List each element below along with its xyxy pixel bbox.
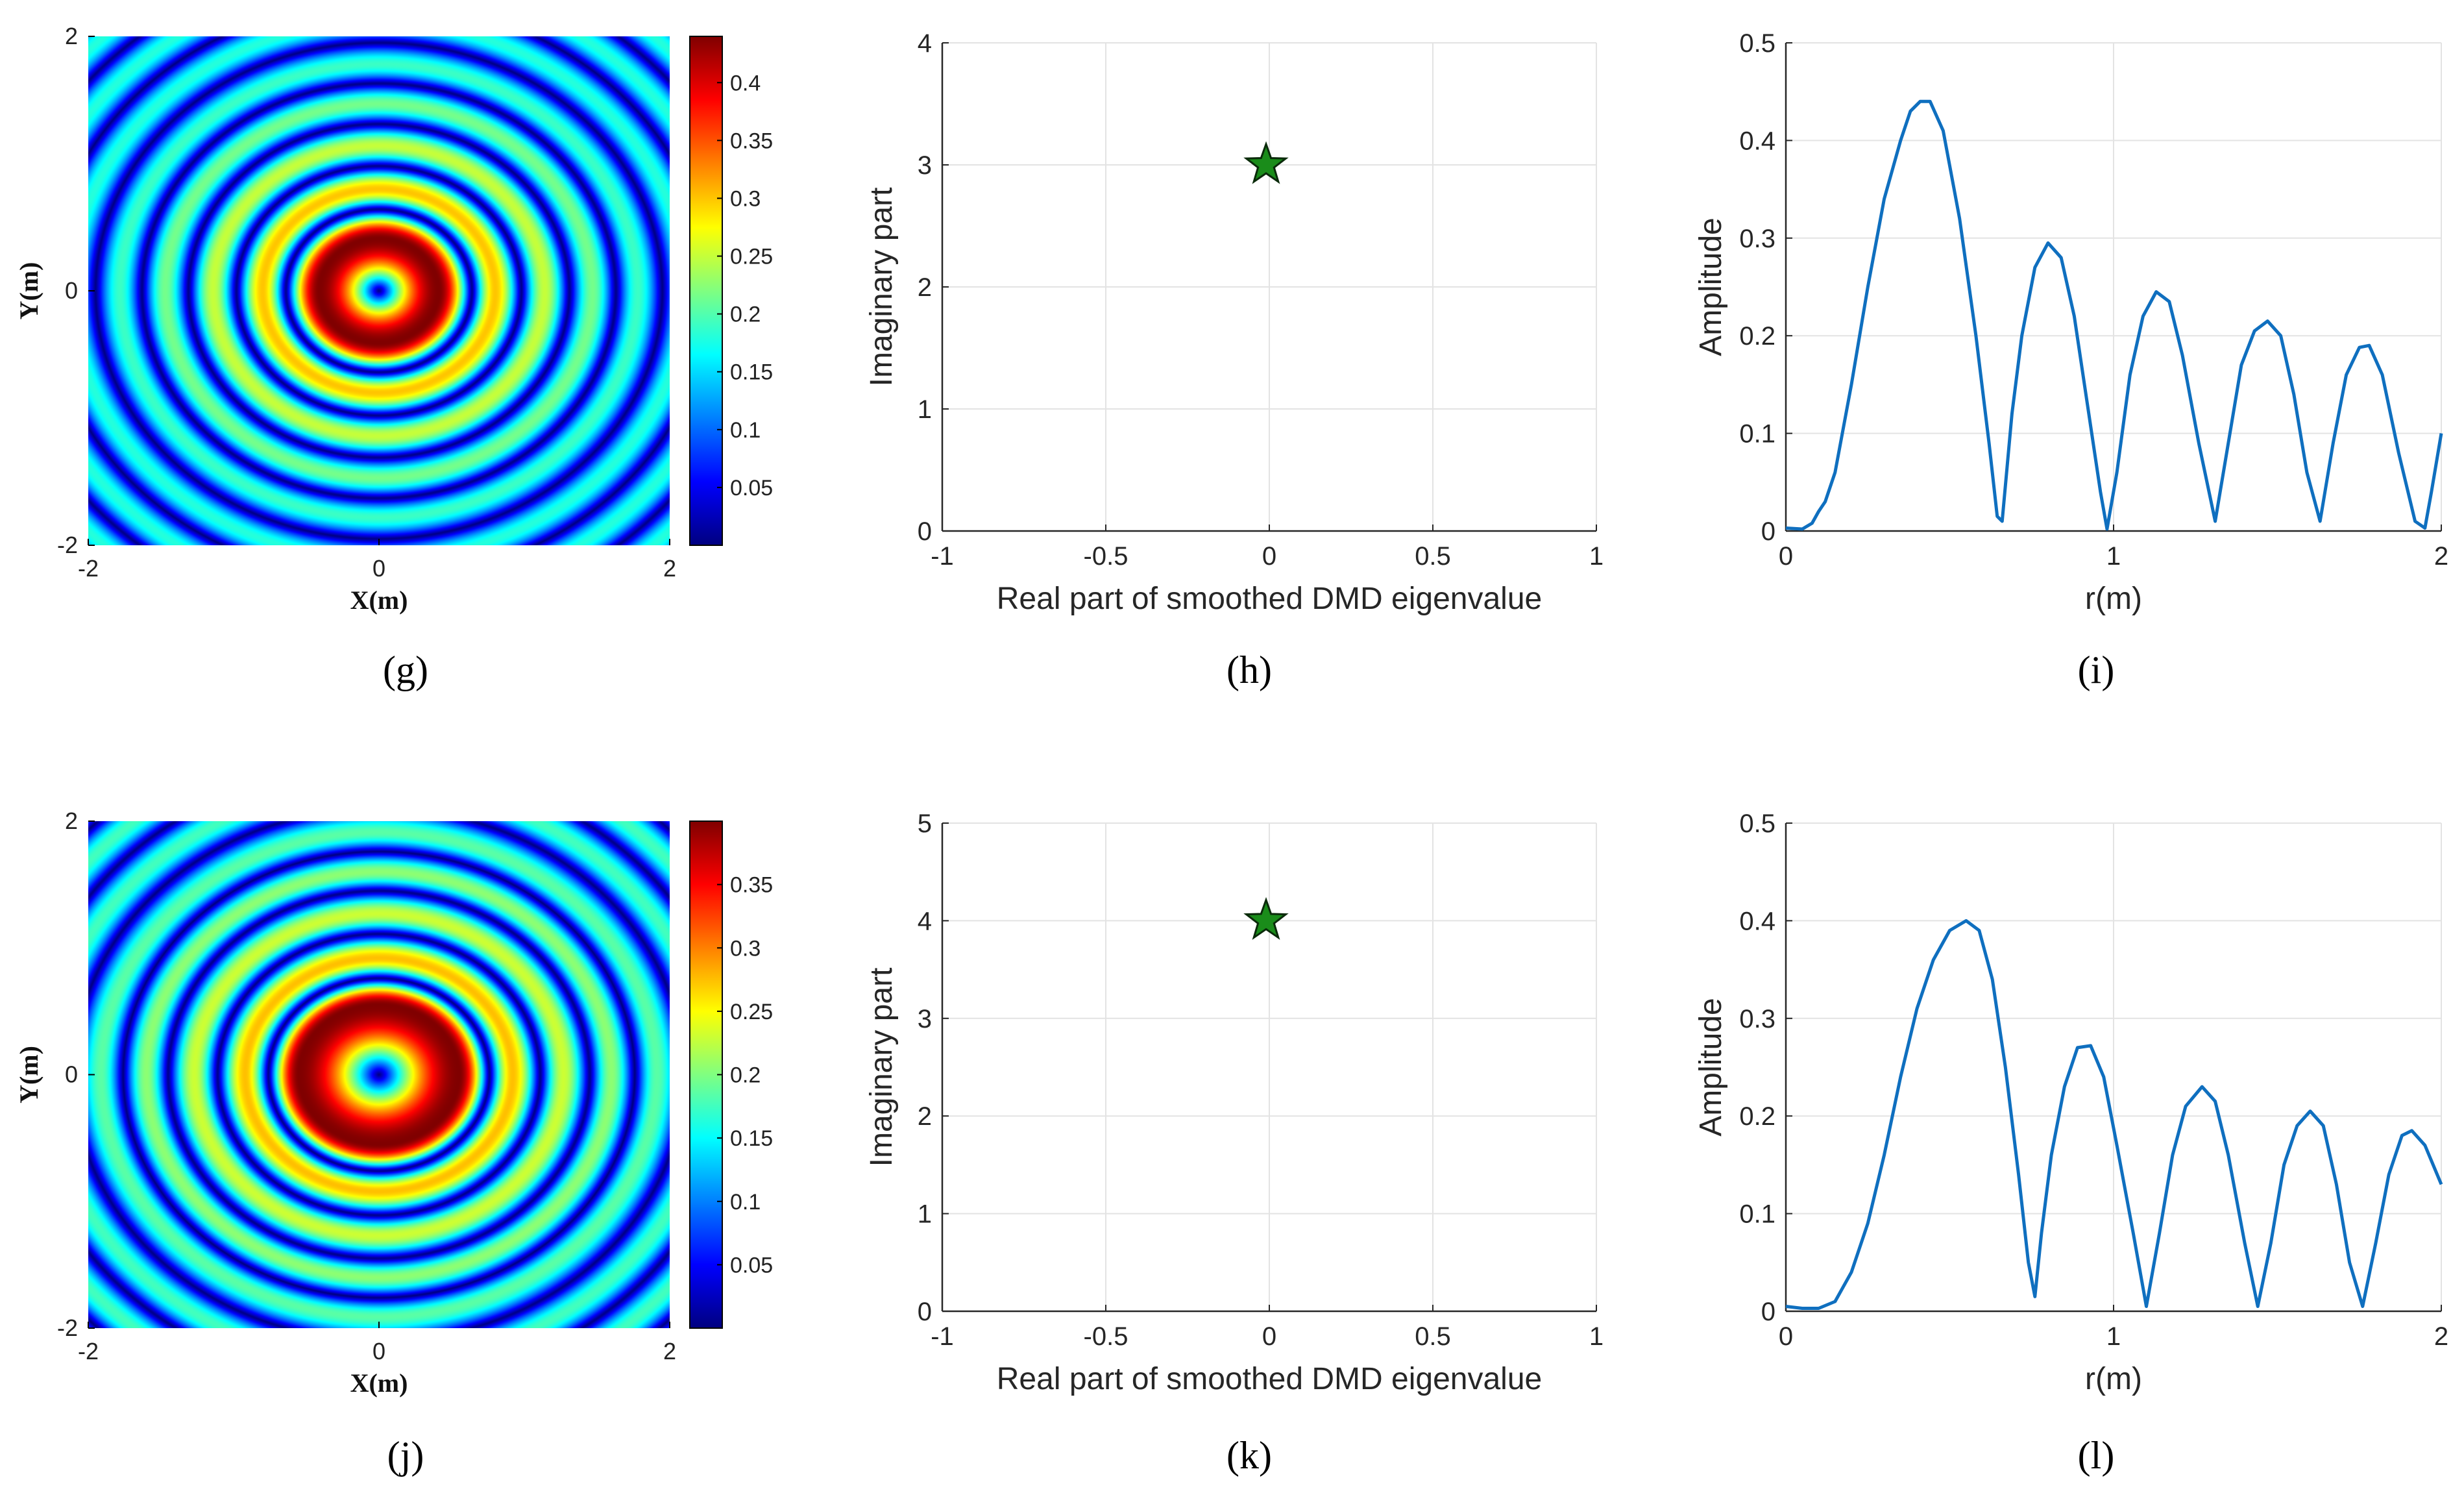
x-tick-label: 0 [372,555,385,582]
y-axis-label: Y(m) [14,262,43,320]
y-tick-label: 1 [918,1200,932,1229]
colorbar-tick-label: 0.25 [730,1000,773,1024]
x-tick-label: 0 [1262,542,1276,571]
panel-caption: (i) [2078,648,2115,691]
x-tick-label: -1 [931,1322,954,1351]
colorbar-tick-label: 0.35 [730,873,773,898]
colorbar-tick-label: 0.1 [730,418,761,443]
y-tick-label: 0.2 [1739,322,1775,351]
colorbar-tick-label: 0.1 [730,1190,761,1215]
colorbar-tick-label: 0.2 [730,302,761,327]
y-tick-label: -2 [57,532,78,558]
y-tick-label: 0.3 [1739,225,1775,253]
colorbar-tick-label: 0.15 [730,360,773,385]
y-tick-label: 4 [918,907,932,935]
x-axis-label: r(m) [2085,1362,2142,1396]
y-tick-label: 0 [1761,517,1775,546]
y-tick-label: 3 [918,151,932,180]
x-axis-label: r(m) [2085,582,2142,616]
panel-i: 0 1 2 0 0.1 0.2 0.3 0.4 0.5 r(m) Amplitude (i) [1694,29,2448,691]
x-tick-label: -2 [78,1338,99,1364]
amplitude-line [1785,919,2443,1310]
x-tick-label: 0 [1779,1322,1793,1351]
panel-l: 0 1 2 0 0.1 0.2 0.3 0.4 0.5 r(m) Amplitude (l) [1694,809,2448,1477]
colorbar-tick-label: 0.3 [730,186,761,211]
colorbar-tick-label: 0.05 [730,476,773,500]
colorbar-tick-label: 0.25 [730,245,773,269]
y-tick-label: 3 [918,1005,932,1033]
x-axis-label: X(m) [350,1368,408,1398]
colorbar-tick-label: 0.2 [730,1063,761,1088]
y-axis-label: Amplitude [1694,217,1728,356]
x-tick-label: 1 [2106,542,2121,571]
y-tick-label: 0.1 [1739,1200,1775,1229]
x-tick-label: 0 [372,1338,385,1364]
x-tick-label: 1 [1589,542,1604,571]
y-tick-label: 2 [918,273,932,302]
y-tick-label: 0 [1761,1298,1775,1326]
panel-caption: (l) [2078,1434,2115,1477]
colorbar-tick-label: 0.35 [730,129,773,153]
x-tick-label: -0.5 [1084,1322,1128,1351]
x-tick-label: 0.5 [1415,542,1451,571]
x-tick-label: 0 [1779,542,1793,571]
y-tick-label: 2 [918,1102,932,1131]
colorbar-tick-label: 0.3 [730,936,761,961]
y-tick-label: 0 [918,1298,932,1326]
y-tick-label: 0 [918,517,932,546]
panel-g: -2 0 2 -2 0 2 X(m) Y(m) 0.05 0.1 0.15 0.2 0.25 0.3 0.3… [14,23,773,691]
colorbar-tick-label: 0.15 [730,1126,773,1151]
colorbar [689,821,723,1329]
y-tick-label: 0.5 [1739,809,1775,838]
y-axis-label: Y(m) [14,1046,43,1104]
x-tick-label: 2 [663,555,676,582]
amplitude-line [1785,99,2443,531]
x-tick-label: 0 [1262,1322,1276,1351]
x-tick-label: 2 [2434,1322,2448,1351]
y-tick-label: 0.4 [1739,907,1775,935]
y-tick-label: -2 [57,1315,78,1341]
y-axis-label: Imaginary part [864,188,899,387]
eigenvalue-star-marker [1243,141,1289,184]
colorbar [689,36,723,546]
y-tick-label: 5 [918,809,932,838]
panel-caption: (g) [383,648,428,691]
x-axis-label: Real part of smoothed DMD eigenvalue [997,582,1542,616]
panel-h: -1 -0.5 0 0.5 1 0 1 2 3 4 Real part of smoothed DM… [864,29,1604,691]
y-tick-label: 2 [65,808,78,834]
y-axis-label: Amplitude [1694,998,1728,1136]
panel-k: -1 -0.5 0 0.5 1 0 1 2 3 4 5 Real part of smoothed D… [864,809,1604,1477]
x-tick-label: 2 [2434,542,2448,571]
colorbar-tick-label: 0.4 [730,71,761,95]
y-tick-label: 0 [65,277,78,304]
panel-caption: (j) [387,1434,424,1477]
heatmap-field [88,821,670,1328]
y-tick-label: 0.1 [1739,420,1775,449]
x-axis-label: X(m) [350,586,408,615]
panel-j: -2 0 2 -2 0 2 X(m) Y(m) 0.05 0.1 0.15 0.2 0.25 0.3 0.3… [14,808,773,1477]
x-tick-label: -1 [931,542,954,571]
y-tick-label: 0.3 [1739,1005,1775,1033]
y-tick-label: 4 [918,29,932,58]
panel-caption: (k) [1226,1434,1272,1477]
y-tick-label: 0.5 [1739,29,1775,58]
heatmap-field [88,36,670,545]
y-axis-label: Imaginary part [864,968,899,1167]
x-tick-label: 1 [1589,1322,1604,1351]
colorbar-tick-label: 0.05 [730,1253,773,1278]
x-tick-label: 1 [2106,1322,2121,1351]
y-tick-label: 1 [918,395,932,424]
x-tick-label: -2 [78,555,99,582]
y-tick-label: 0.4 [1739,127,1775,155]
y-tick-label: 0 [65,1061,78,1088]
y-tick-label: 0.2 [1739,1102,1775,1131]
x-tick-label: -0.5 [1084,542,1128,571]
x-tick-label: 2 [663,1338,676,1364]
x-axis-label: Real part of smoothed DMD eigenvalue [997,1362,1542,1396]
y-tick-label: 2 [65,23,78,49]
x-tick-label: 0.5 [1415,1322,1451,1351]
panel-caption: (h) [1226,648,1272,691]
eigenvalue-star-marker [1243,896,1289,940]
